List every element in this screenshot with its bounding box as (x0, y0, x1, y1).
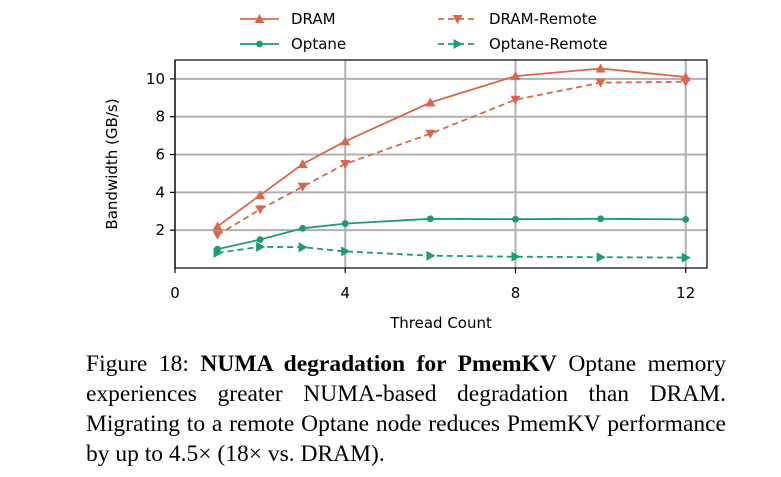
data-point-optane (682, 216, 690, 223)
legend-marker-optane (256, 40, 263, 48)
legend-label-optane-remote: Optane-Remote (489, 35, 607, 53)
series-line-dram-remote (217, 80, 686, 236)
legend-marker-optane-remote (453, 39, 463, 49)
x-tick-label: 8 (511, 284, 521, 302)
legend-label-dram-remote: DRAM-Remote (489, 10, 597, 28)
data-point-optane (512, 215, 519, 223)
data-point-optane (597, 215, 604, 223)
y-axis-label: Bandwidth (GB/s) (103, 98, 121, 229)
legend-label-optane: Optane (291, 35, 346, 53)
figure-caption: Figure 18: NUMA degradation for PmemKV O… (86, 349, 726, 469)
data-point-dram-remote (212, 230, 223, 240)
y-tick-label: 4 (155, 183, 165, 201)
y-tick-label: 6 (155, 146, 165, 164)
series-line-optane (217, 217, 686, 250)
data-point-optane-remote (341, 246, 351, 257)
caption-body: Optane memory experiences greater NUMA-b… (86, 351, 726, 467)
data-point-optane (256, 236, 264, 244)
data-point-dram-remote (425, 129, 436, 139)
data-point-dram (212, 221, 223, 231)
data-point-optane-remote (511, 251, 521, 262)
y-tick-label: 8 (155, 108, 165, 126)
legend: DRAM DRAM-Remote Optane Optane-Remote (240, 10, 607, 53)
data-point-optane (299, 224, 307, 232)
data-point-dram (297, 159, 308, 168)
x-axis-label: Thread Count (389, 314, 492, 332)
data-point-dram-remote (595, 78, 606, 88)
data-point-dram-remote (340, 160, 351, 169)
data-point-optane (426, 215, 434, 223)
caption-title: NUMA degradation for PmemKV (200, 351, 557, 377)
series-line-dram (217, 67, 686, 228)
data-point-optane-remote (256, 241, 266, 252)
data-point-dram-remote (297, 182, 308, 192)
plot-frame (174, 59, 708, 269)
data-point-dram (510, 71, 521, 81)
data-point-dram (255, 190, 266, 200)
y-tick-label: 10 (146, 70, 165, 88)
series-line-optane-remote (217, 245, 686, 259)
data-point-dram-remote (510, 95, 521, 105)
x-tick-label: 0 (170, 284, 180, 302)
legend-marker-dram-remote (452, 15, 463, 24)
data-point-optane-remote (213, 247, 223, 258)
data-point-optane (341, 220, 349, 227)
data-point-dram-remote (255, 205, 266, 215)
data-point-dram (595, 63, 606, 73)
data-point-optane-remote (596, 252, 606, 263)
x-tick-label: 12 (676, 284, 695, 302)
legend-label-dram: DRAM (291, 10, 336, 28)
data-point-optane-remote (681, 252, 691, 263)
data-point-dram (425, 97, 436, 107)
y-tick-label: 2 (155, 221, 165, 239)
legend-marker-dram (254, 14, 265, 23)
bandwidth-line-chart: 0 4 8 12 2 4 6 8 10 Bandwidth (GB/s) Thread Coun… (103, 10, 708, 332)
data-point-optane-remote (298, 242, 308, 253)
data-point-dram (340, 136, 351, 146)
x-tick-label: 4 (340, 284, 350, 302)
data-point-dram-remote (680, 77, 691, 87)
data-point-optane-remote (426, 250, 436, 261)
caption-prefix: Figure 18: (86, 351, 201, 377)
